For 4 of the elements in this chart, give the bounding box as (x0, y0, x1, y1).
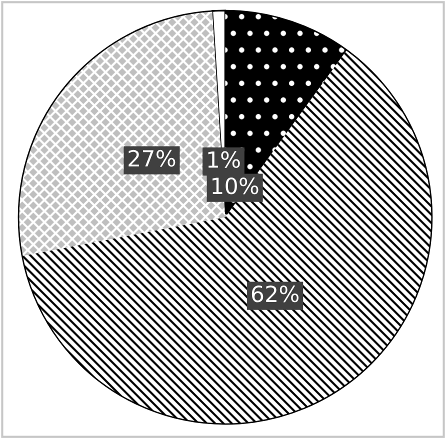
data-label: 27% (128, 150, 176, 167)
data-label: 62% (252, 285, 299, 302)
data-label: 1% (208, 151, 240, 168)
data-label: 10% (212, 177, 258, 194)
